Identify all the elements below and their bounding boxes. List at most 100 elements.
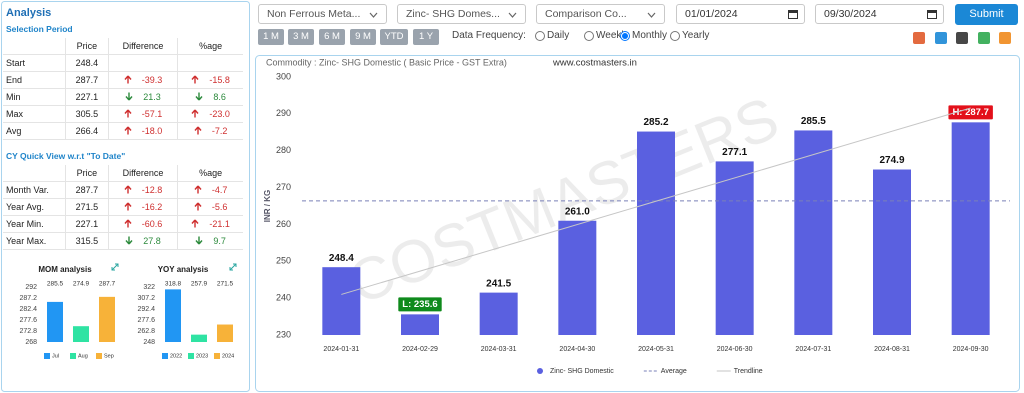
value-label: L: 235.6 bbox=[402, 299, 437, 310]
trend-arrow bbox=[194, 185, 202, 194]
percentage-cell: -5.6 bbox=[177, 198, 243, 216]
frequency-option[interactable]: Yearly bbox=[670, 30, 709, 41]
difference-cell: -39.3 bbox=[108, 71, 179, 89]
value-label: 261.0 bbox=[565, 206, 590, 217]
frequency-option[interactable]: Monthly bbox=[620, 30, 667, 41]
row-label: Max bbox=[3, 105, 66, 123]
y-tick-label: 277.6 bbox=[137, 317, 155, 324]
frequency-radio[interactable] bbox=[584, 30, 594, 41]
dropdown[interactable]: Non Ferrous Meta... bbox=[258, 4, 387, 24]
table-row: Year Max. 315.5 27.8 9.7 bbox=[3, 232, 243, 250]
arrow-shape bbox=[125, 92, 133, 101]
bar bbox=[322, 267, 361, 335]
difference-cell: -57.1 bbox=[108, 105, 179, 123]
frequency-radio[interactable] bbox=[670, 30, 680, 41]
percentage-cell: -21.1 bbox=[177, 215, 243, 233]
range-button[interactable]: 1 M bbox=[258, 29, 284, 45]
header-cell: Difference bbox=[108, 38, 179, 55]
arrow-shape bbox=[191, 109, 199, 118]
bar bbox=[47, 301, 63, 342]
range-button[interactable]: 3 M bbox=[288, 29, 314, 45]
legend-swatch bbox=[214, 353, 220, 359]
percentage-cell bbox=[177, 54, 243, 72]
row-label: Month Var. bbox=[3, 181, 66, 199]
analysis-title: Analysis bbox=[6, 7, 52, 19]
price-cell: 305.5 bbox=[65, 105, 109, 123]
arrow-shape bbox=[195, 236, 203, 245]
price-cell: 315.5 bbox=[65, 232, 109, 250]
price-cell: 287.7 bbox=[65, 71, 109, 89]
percentage-value: -23.0 bbox=[209, 109, 230, 119]
row-label: Year Max. bbox=[3, 232, 66, 250]
percentage-cell: 9.7 bbox=[177, 232, 243, 250]
frequency-text: Yearly bbox=[682, 30, 710, 41]
value-label: 274.9 bbox=[879, 155, 904, 166]
frequency-option[interactable]: Weekly bbox=[584, 30, 629, 41]
y-tick-label: 260 bbox=[276, 219, 291, 229]
difference-value: -18.0 bbox=[141, 126, 163, 136]
trend-line bbox=[341, 107, 971, 295]
date-input[interactable]: 01/01/2024 bbox=[676, 4, 805, 24]
y-tick-label: 240 bbox=[276, 293, 291, 303]
y-tick-label: 250 bbox=[276, 256, 291, 266]
calendar-icon bbox=[788, 10, 798, 19]
y-tick-label: 307.2 bbox=[137, 295, 155, 302]
frequency-radio[interactable] bbox=[620, 30, 630, 41]
summary-table: Price Difference %age Month Var. 287.7 -12.8-… bbox=[3, 165, 243, 250]
range-button[interactable]: 9 M bbox=[350, 29, 376, 45]
y-tick-label: 287.2 bbox=[19, 295, 37, 302]
y-tick-label: 300 bbox=[276, 71, 291, 81]
dropdown[interactable]: Comparison Co... bbox=[536, 4, 665, 24]
chart-panel bbox=[255, 55, 1020, 392]
y-tick-label: 292 bbox=[25, 284, 37, 291]
range-button[interactable]: YTD bbox=[380, 29, 408, 45]
range-button[interactable]: 6 M bbox=[319, 29, 345, 45]
trend-arrow bbox=[124, 202, 132, 211]
x-tick-label: 2024-02-29 bbox=[402, 346, 438, 353]
header-cell: Difference bbox=[108, 165, 179, 182]
table-row: End 287.7 -39.3 -15.8 bbox=[3, 71, 243, 89]
table-row: Max 305.5 -57.1 -23.0 bbox=[3, 105, 243, 123]
trend-arrow bbox=[194, 202, 202, 211]
frequency-label: Data Frequency: bbox=[452, 30, 526, 41]
dropdown[interactable]: Zinc- SHG Domes... bbox=[397, 4, 526, 24]
toolbar-icon bbox=[913, 32, 925, 44]
chevron-shape bbox=[508, 12, 517, 18]
date-input[interactable]: 09/30/2024 bbox=[815, 4, 944, 24]
bar bbox=[217, 324, 233, 342]
dropdown-text: Comparison Co... bbox=[545, 8, 627, 20]
arrow-shape bbox=[124, 185, 132, 194]
section-title: CY Quick View w.r.t "To Date" bbox=[6, 151, 126, 161]
frequency-radio[interactable] bbox=[535, 30, 545, 41]
x-tick-label: 2024-06-30 bbox=[717, 346, 753, 353]
bar bbox=[401, 314, 439, 335]
range-button[interactable]: 1 Y bbox=[413, 29, 439, 45]
legend-label: Zinc- SHG Domestic bbox=[550, 368, 614, 375]
percentage-cell: -4.7 bbox=[177, 181, 243, 199]
frequency-option[interactable]: Daily bbox=[535, 30, 569, 41]
bar bbox=[73, 326, 89, 342]
y-tick-label: 262.8 bbox=[137, 328, 155, 335]
table-row: Start 248.4 bbox=[3, 54, 243, 72]
trend-arrow bbox=[125, 92, 133, 101]
chevron-shape bbox=[647, 12, 656, 18]
arrow-shape bbox=[125, 236, 133, 245]
price-cell: 227.1 bbox=[65, 215, 109, 233]
submit-button[interactable]: Submit bbox=[955, 4, 1018, 25]
date-text: 01/01/2024 bbox=[685, 8, 738, 20]
bar bbox=[951, 122, 990, 335]
bar bbox=[558, 220, 597, 335]
trend-arrow bbox=[124, 185, 132, 194]
percentage-cell: -15.8 bbox=[177, 71, 243, 89]
header-cell: %age bbox=[177, 38, 243, 55]
legend-swatch bbox=[44, 353, 50, 359]
value-badge: H: 287.7 bbox=[948, 105, 993, 120]
analysis-panel bbox=[1, 1, 250, 392]
y-tick-label: 282.4 bbox=[19, 306, 37, 313]
legend-swatch bbox=[70, 353, 76, 359]
section-title: Selection Period bbox=[6, 24, 73, 34]
toolbar-icon bbox=[935, 32, 947, 44]
row-label: Year Min. bbox=[3, 215, 66, 233]
header-row: Price Difference %age bbox=[3, 165, 243, 182]
